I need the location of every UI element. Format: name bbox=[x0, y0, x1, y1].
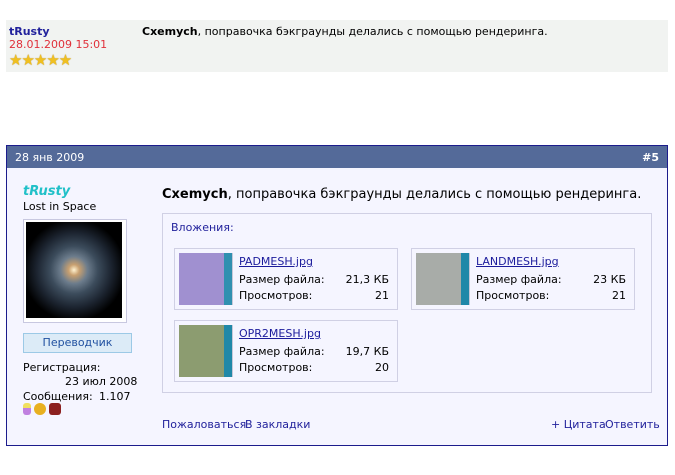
reply-button[interactable]: Ответить bbox=[605, 418, 660, 431]
quote-username[interactable]: tRusty bbox=[9, 25, 50, 38]
views-value: 21 bbox=[375, 289, 389, 302]
messages-label: Сообщения: bbox=[23, 390, 93, 403]
quoted-post: tRusty 28.01.2009 15:01 ★★★★★ Cxemych, п… bbox=[6, 20, 668, 72]
post-header: 28 янв 2009 #5 bbox=[7, 146, 667, 168]
post-number-link[interactable]: #5 bbox=[642, 151, 659, 164]
post-username[interactable]: tRusty bbox=[23, 184, 71, 199]
user-rank-badge: Переводчик bbox=[23, 333, 132, 353]
registration-date: 23 июл 2008 bbox=[65, 375, 138, 388]
report-link[interactable]: Пожаловаться bbox=[162, 418, 247, 431]
attachments-box: Вложения: PADMESH.jpg Размер файла: 21,3 … bbox=[162, 213, 652, 393]
user-title: Lost in Space bbox=[23, 200, 97, 213]
size-value: 21,3 КБ bbox=[345, 273, 389, 286]
quote-author: Cxemych bbox=[142, 25, 198, 38]
attachment-link[interactable]: LANDMESH.jpg bbox=[476, 255, 559, 268]
coin-award-icon bbox=[34, 403, 46, 415]
quote-button[interactable]: + Цитата bbox=[551, 418, 606, 431]
book-award-icon bbox=[49, 403, 61, 415]
attachment-thumbnail[interactable] bbox=[416, 253, 470, 305]
quote-text: Cxemych, поправочка бэкграунды делались … bbox=[142, 25, 548, 38]
views-label: Просмотров: bbox=[239, 289, 313, 302]
bookmark-link[interactable]: В закладки bbox=[245, 418, 311, 431]
attachments-title: Вложения: bbox=[171, 221, 234, 234]
trophy-award-icon bbox=[23, 403, 31, 415]
post-body: , поправочка бэкграунды делались с помощ… bbox=[227, 187, 642, 202]
size-value: 23 КБ bbox=[593, 273, 626, 286]
avatar[interactable] bbox=[23, 219, 127, 323]
attachment-item: OPR2MESH.jpg Размер файла: 19,7 КБ Просмо… bbox=[174, 320, 398, 382]
rating-stars-icon: ★★★★★ bbox=[9, 51, 72, 69]
quote-body: , поправочка бэкграунды делались с помощ… bbox=[197, 25, 548, 38]
size-label: Размер файла: bbox=[476, 273, 562, 286]
views-value: 21 bbox=[612, 289, 626, 302]
user-awards bbox=[23, 403, 61, 415]
quote-date: 28.01.2009 15:01 bbox=[9, 38, 108, 51]
post-date: 28 янв 2009 bbox=[15, 151, 85, 164]
size-label: Размер файла: bbox=[239, 273, 325, 286]
registration-label: Регистрация: bbox=[23, 361, 101, 374]
views-label: Просмотров: bbox=[476, 289, 550, 302]
attachment-item: LANDMESH.jpg Размер файла: 23 КБ Просмотр… bbox=[411, 248, 635, 310]
views-label: Просмотров: bbox=[239, 361, 313, 374]
post-message: Cxemych, поправочка бэкграунды делались … bbox=[162, 187, 641, 202]
size-value: 19,7 КБ bbox=[345, 345, 389, 358]
galaxy-avatar-image bbox=[26, 222, 122, 318]
attachment-thumbnail[interactable] bbox=[179, 325, 233, 377]
attachment-link[interactable]: OPR2MESH.jpg bbox=[239, 327, 321, 340]
attachment-item: PADMESH.jpg Размер файла: 21,3 КБ Просмот… bbox=[174, 248, 398, 310]
attachment-link[interactable]: PADMESH.jpg bbox=[239, 255, 313, 268]
forum-post: 28 янв 2009 #5 tRusty Lost in Space Пере… bbox=[6, 145, 668, 446]
size-label: Размер файла: bbox=[239, 345, 325, 358]
views-value: 20 bbox=[375, 361, 389, 374]
messages-count: 1.107 bbox=[99, 390, 131, 403]
attachment-thumbnail[interactable] bbox=[179, 253, 233, 305]
post-mention: Cxemych bbox=[162, 187, 228, 202]
